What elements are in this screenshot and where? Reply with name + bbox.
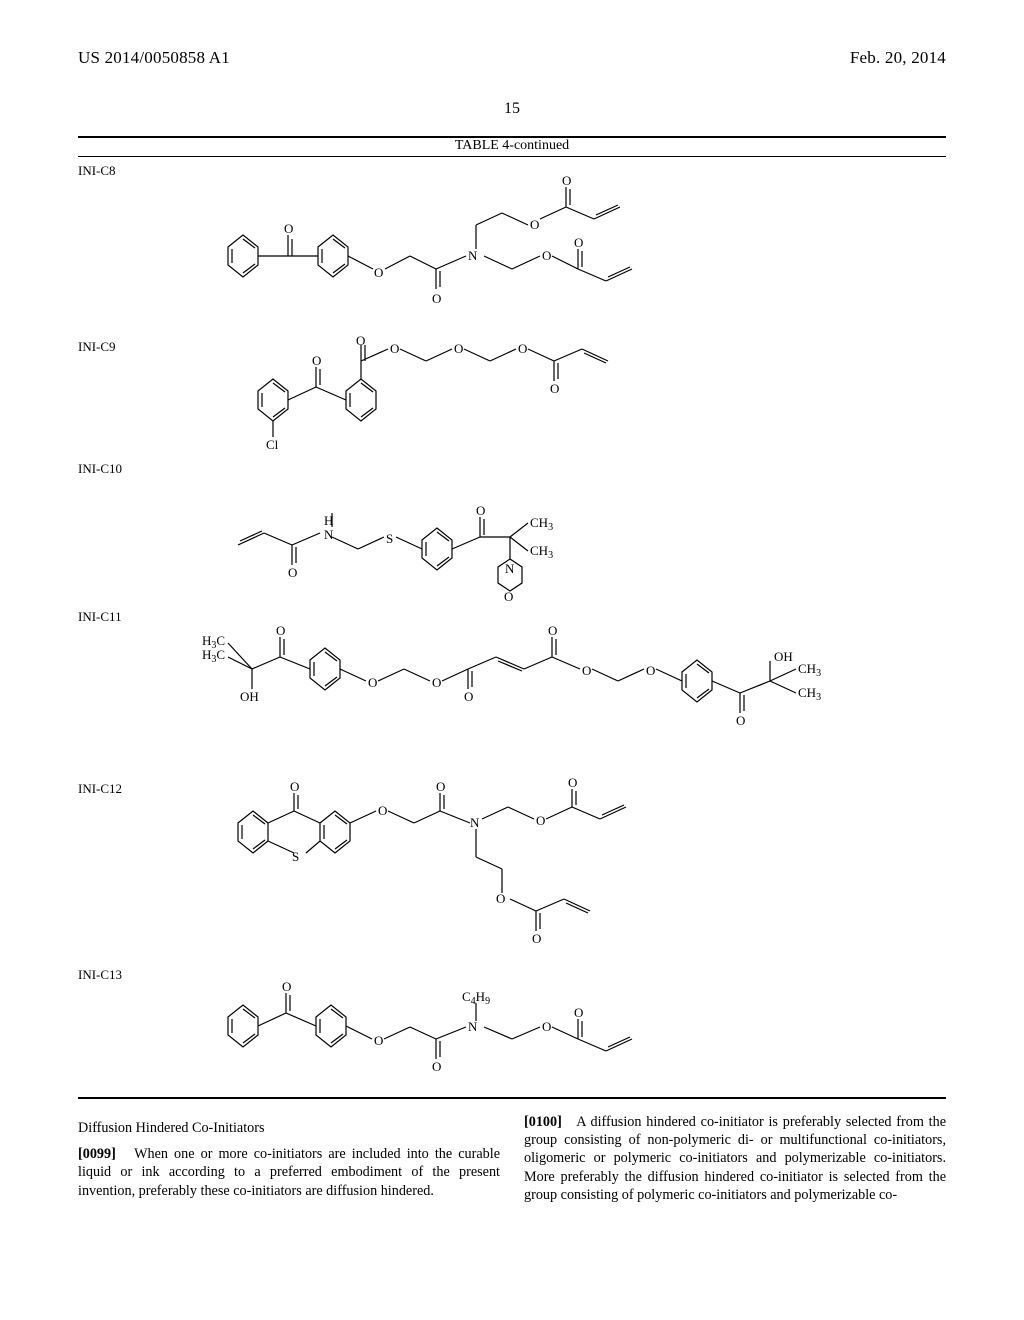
page-number: 15 [0,100,1024,118]
svg-text:O: O [562,173,571,188]
svg-text:O: O [504,589,513,603]
svg-text:O: O [432,675,441,690]
table-row: INI-C12 [78,775,946,961]
row-label-ini-c8: INI-C8 [78,163,116,179]
svg-text:O: O [582,663,591,678]
svg-text:O: O [476,503,485,518]
rule-bottom [78,1097,946,1099]
svg-text:O: O [532,931,541,946]
svg-text:N: N [470,815,480,830]
svg-text:O: O [568,775,577,790]
svg-text:O: O [390,341,399,356]
svg-text:H: H [324,513,333,528]
table-row: INI-C9 [78,333,946,455]
svg-text:O: O [290,779,299,794]
svg-text:O: O [282,979,291,994]
svg-text:CH3: CH3 [798,685,821,703]
svg-text:O: O [288,565,297,580]
svg-text:N: N [468,1019,478,1034]
svg-text:O: O [574,235,583,250]
svg-text:O: O [312,353,321,368]
svg-text:O: O [454,341,463,356]
svg-text:O: O [378,803,387,818]
column-right: [0100] A diffusion hindered co-initiator… [524,1113,946,1204]
svg-text:O: O [436,779,445,794]
svg-text:O: O [518,341,527,356]
svg-text:O: O [356,333,365,348]
row-label-ini-c13: INI-C13 [78,967,122,983]
section-heading: Diffusion Hindered Co-Initiators [78,1119,500,1137]
svg-text:OH: OH [240,689,259,704]
svg-text:O: O [496,891,505,906]
row-label-ini-c11: INI-C11 [78,609,122,625]
svg-text:S: S [386,531,393,546]
body-text-columns: Diffusion Hindered Co-Initiators [0099] … [78,1113,946,1204]
table-row: INI-C8 [78,157,946,333]
publication-date: Feb. 20, 2014 [850,48,946,68]
svg-text:O: O [432,291,441,306]
table-row: INI-C13 [78,961,946,1095]
svg-text:O: O [736,713,745,728]
table-title: TABLE 4-continued [78,138,946,154]
svg-text:N: N [468,248,478,263]
svg-text:O: O [276,623,285,638]
svg-text:CH3: CH3 [530,543,553,561]
svg-text:O: O [536,813,545,828]
svg-text:O: O [374,265,383,280]
svg-text:CH3: CH3 [798,661,821,679]
structure-ini-c9: Cl O O O O O O [198,333,818,455]
svg-text:O: O [374,1033,383,1048]
row-label-ini-c9: INI-C9 [78,339,116,355]
svg-text:O: O [542,1019,551,1034]
svg-text:Cl: Cl [266,437,279,452]
svg-text:O: O [464,689,473,704]
publication-number: US 2014/0050858 A1 [78,48,230,68]
svg-text:N: N [505,561,515,576]
svg-text:CH3: CH3 [530,515,553,533]
table-row: INI-C11 [78,603,946,775]
paragraph-0099: [0099] When one or more co-initiators ar… [78,1145,500,1200]
svg-text:O: O [646,663,655,678]
page-header: US 2014/0050858 A1 Feb. 20, 2014 [0,0,1024,68]
row-label-ini-c10: INI-C10 [78,461,122,477]
svg-text:O: O [432,1059,441,1074]
column-left: Diffusion Hindered Co-Initiators [0099] … [78,1113,500,1204]
para-text: When one or more co-initiators are inclu… [78,1146,500,1198]
svg-text:S: S [292,849,299,864]
structure-ini-c12: O S O O N O O O O [198,775,838,961]
structure-ini-c10: O N H S O CH3 CH3 N O [198,455,818,603]
svg-text:O: O [542,248,551,263]
para-text: A diffusion hindered co-initiator is pre… [524,1114,946,1203]
row-label-ini-c12: INI-C12 [78,781,122,797]
table-4-continued: TABLE 4-continued INI-C8 [78,136,946,1099]
svg-text:N: N [324,527,334,542]
table-row: INI-C10 O [78,455,946,603]
structure-ini-c13: O O O N C4H9 O O [198,961,838,1095]
structure-ini-c8: O O O N O O O O [198,157,818,333]
svg-text:O: O [368,675,377,690]
para-number: [0099] [78,1146,116,1162]
para-number: [0100] [524,1114,562,1130]
paragraph-0100: [0100] A diffusion hindered co-initiator… [524,1113,946,1204]
svg-text:O: O [548,623,557,638]
svg-text:O: O [530,217,539,232]
svg-text:O: O [574,1005,583,1020]
structure-ini-c11: H3C H3C OH O O O O O O O O OH CH3 CH3 [198,603,938,775]
svg-text:O: O [284,221,293,236]
svg-text:O: O [550,381,559,396]
svg-text:OH: OH [774,649,793,664]
